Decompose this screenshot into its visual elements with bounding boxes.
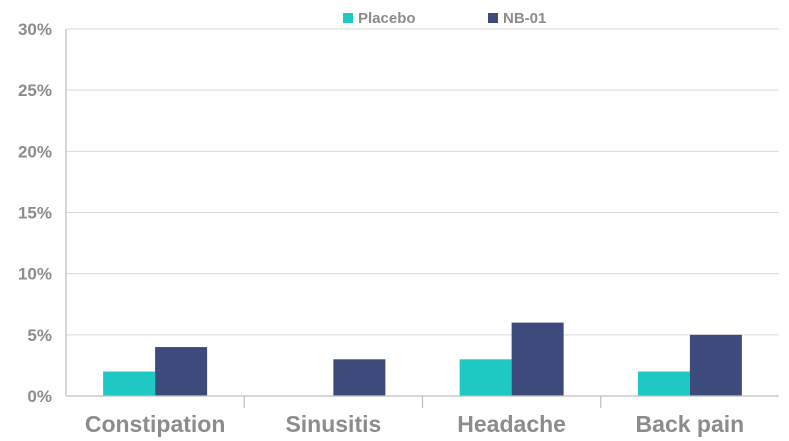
x-tick-label: Headache bbox=[457, 411, 566, 437]
legend: Placebo NB-01 bbox=[343, 10, 546, 27]
y-tick-label: 25% bbox=[18, 81, 52, 100]
x-tick-label: Sinusitis bbox=[285, 411, 381, 437]
bar-nb-01 bbox=[511, 322, 564, 396]
y-tick-label: 20% bbox=[18, 142, 52, 161]
y-tick-label: 0% bbox=[27, 387, 52, 406]
bar-nb-01 bbox=[155, 347, 208, 396]
y-tick-label: 10% bbox=[18, 265, 52, 284]
bar-placebo bbox=[459, 359, 512, 396]
x-axis: Constipation Sinusitis Headache Back pain bbox=[66, 395, 779, 437]
bar-nb-01 bbox=[689, 334, 742, 396]
bar-nb-01 bbox=[333, 359, 386, 396]
bar-placebo bbox=[637, 371, 690, 396]
x-tick-label: Back pain bbox=[636, 411, 745, 437]
y-tick-label: 5% bbox=[27, 326, 52, 345]
legend-label: NB-01 bbox=[503, 10, 546, 27]
x-tick-label: Constipation bbox=[85, 411, 226, 437]
y-tick-label: 15% bbox=[18, 204, 52, 223]
legend-swatch bbox=[488, 13, 498, 23]
legend-swatch bbox=[343, 13, 353, 23]
bars bbox=[103, 322, 742, 396]
y-tick-label: 30% bbox=[18, 20, 52, 39]
y-axis: 0% 5% 10% 15% 20% 25% 30% bbox=[18, 20, 67, 406]
bar-placebo bbox=[103, 371, 156, 396]
gridlines bbox=[66, 28, 779, 336]
legend-label: Placebo bbox=[358, 10, 416, 27]
